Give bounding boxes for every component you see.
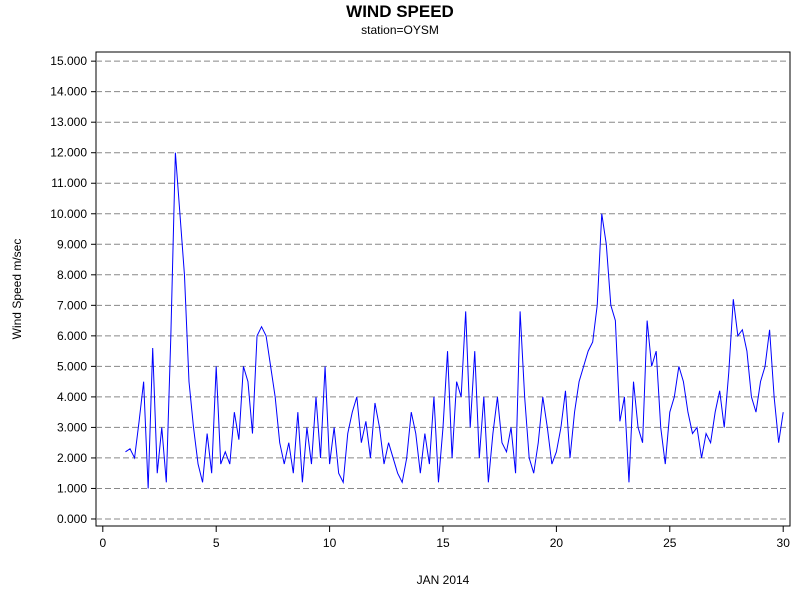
y-tick-label: 8.000 bbox=[57, 268, 87, 282]
y-tick-label: 0.000 bbox=[57, 512, 87, 526]
x-tick-label: 30 bbox=[777, 536, 791, 550]
y-tick-label: 13.000 bbox=[50, 115, 87, 129]
y-tick-label: 4.000 bbox=[57, 390, 87, 404]
y-tick-label: 7.000 bbox=[57, 298, 87, 312]
y-tick-label: 14.000 bbox=[50, 85, 87, 99]
y-tick-label: 6.000 bbox=[57, 329, 87, 343]
plot-frame bbox=[95, 51, 791, 527]
y-tick-label: 3.000 bbox=[57, 420, 87, 434]
x-axis-label: JAN 2014 bbox=[417, 573, 470, 587]
chart-subtitle: station=OYSM bbox=[361, 23, 439, 37]
y-tick-label: 15.000 bbox=[50, 54, 87, 68]
y-tick-label: 1.000 bbox=[57, 481, 87, 495]
y-tick-label: 9.000 bbox=[57, 237, 87, 251]
x-tick-label: 0 bbox=[99, 536, 106, 550]
y-tick-label: 2.000 bbox=[57, 451, 87, 465]
x-tick-label: 15 bbox=[436, 536, 450, 550]
series-line bbox=[125, 152, 784, 489]
x-tick-label: 20 bbox=[550, 536, 564, 550]
y-tick-label: 11.000 bbox=[51, 176, 87, 190]
x-tick-label: 5 bbox=[213, 536, 220, 550]
y-tick-label: 12.000 bbox=[50, 146, 87, 160]
y-tick-label: 5.000 bbox=[57, 359, 87, 373]
x-tick-label: 25 bbox=[663, 536, 677, 550]
chart-title: WIND SPEED bbox=[346, 2, 454, 21]
y-tick-label: 10.000 bbox=[50, 207, 87, 221]
y-axis-label: Wind Speed m/sec bbox=[10, 239, 24, 340]
x-tick-label: 10 bbox=[323, 536, 337, 550]
